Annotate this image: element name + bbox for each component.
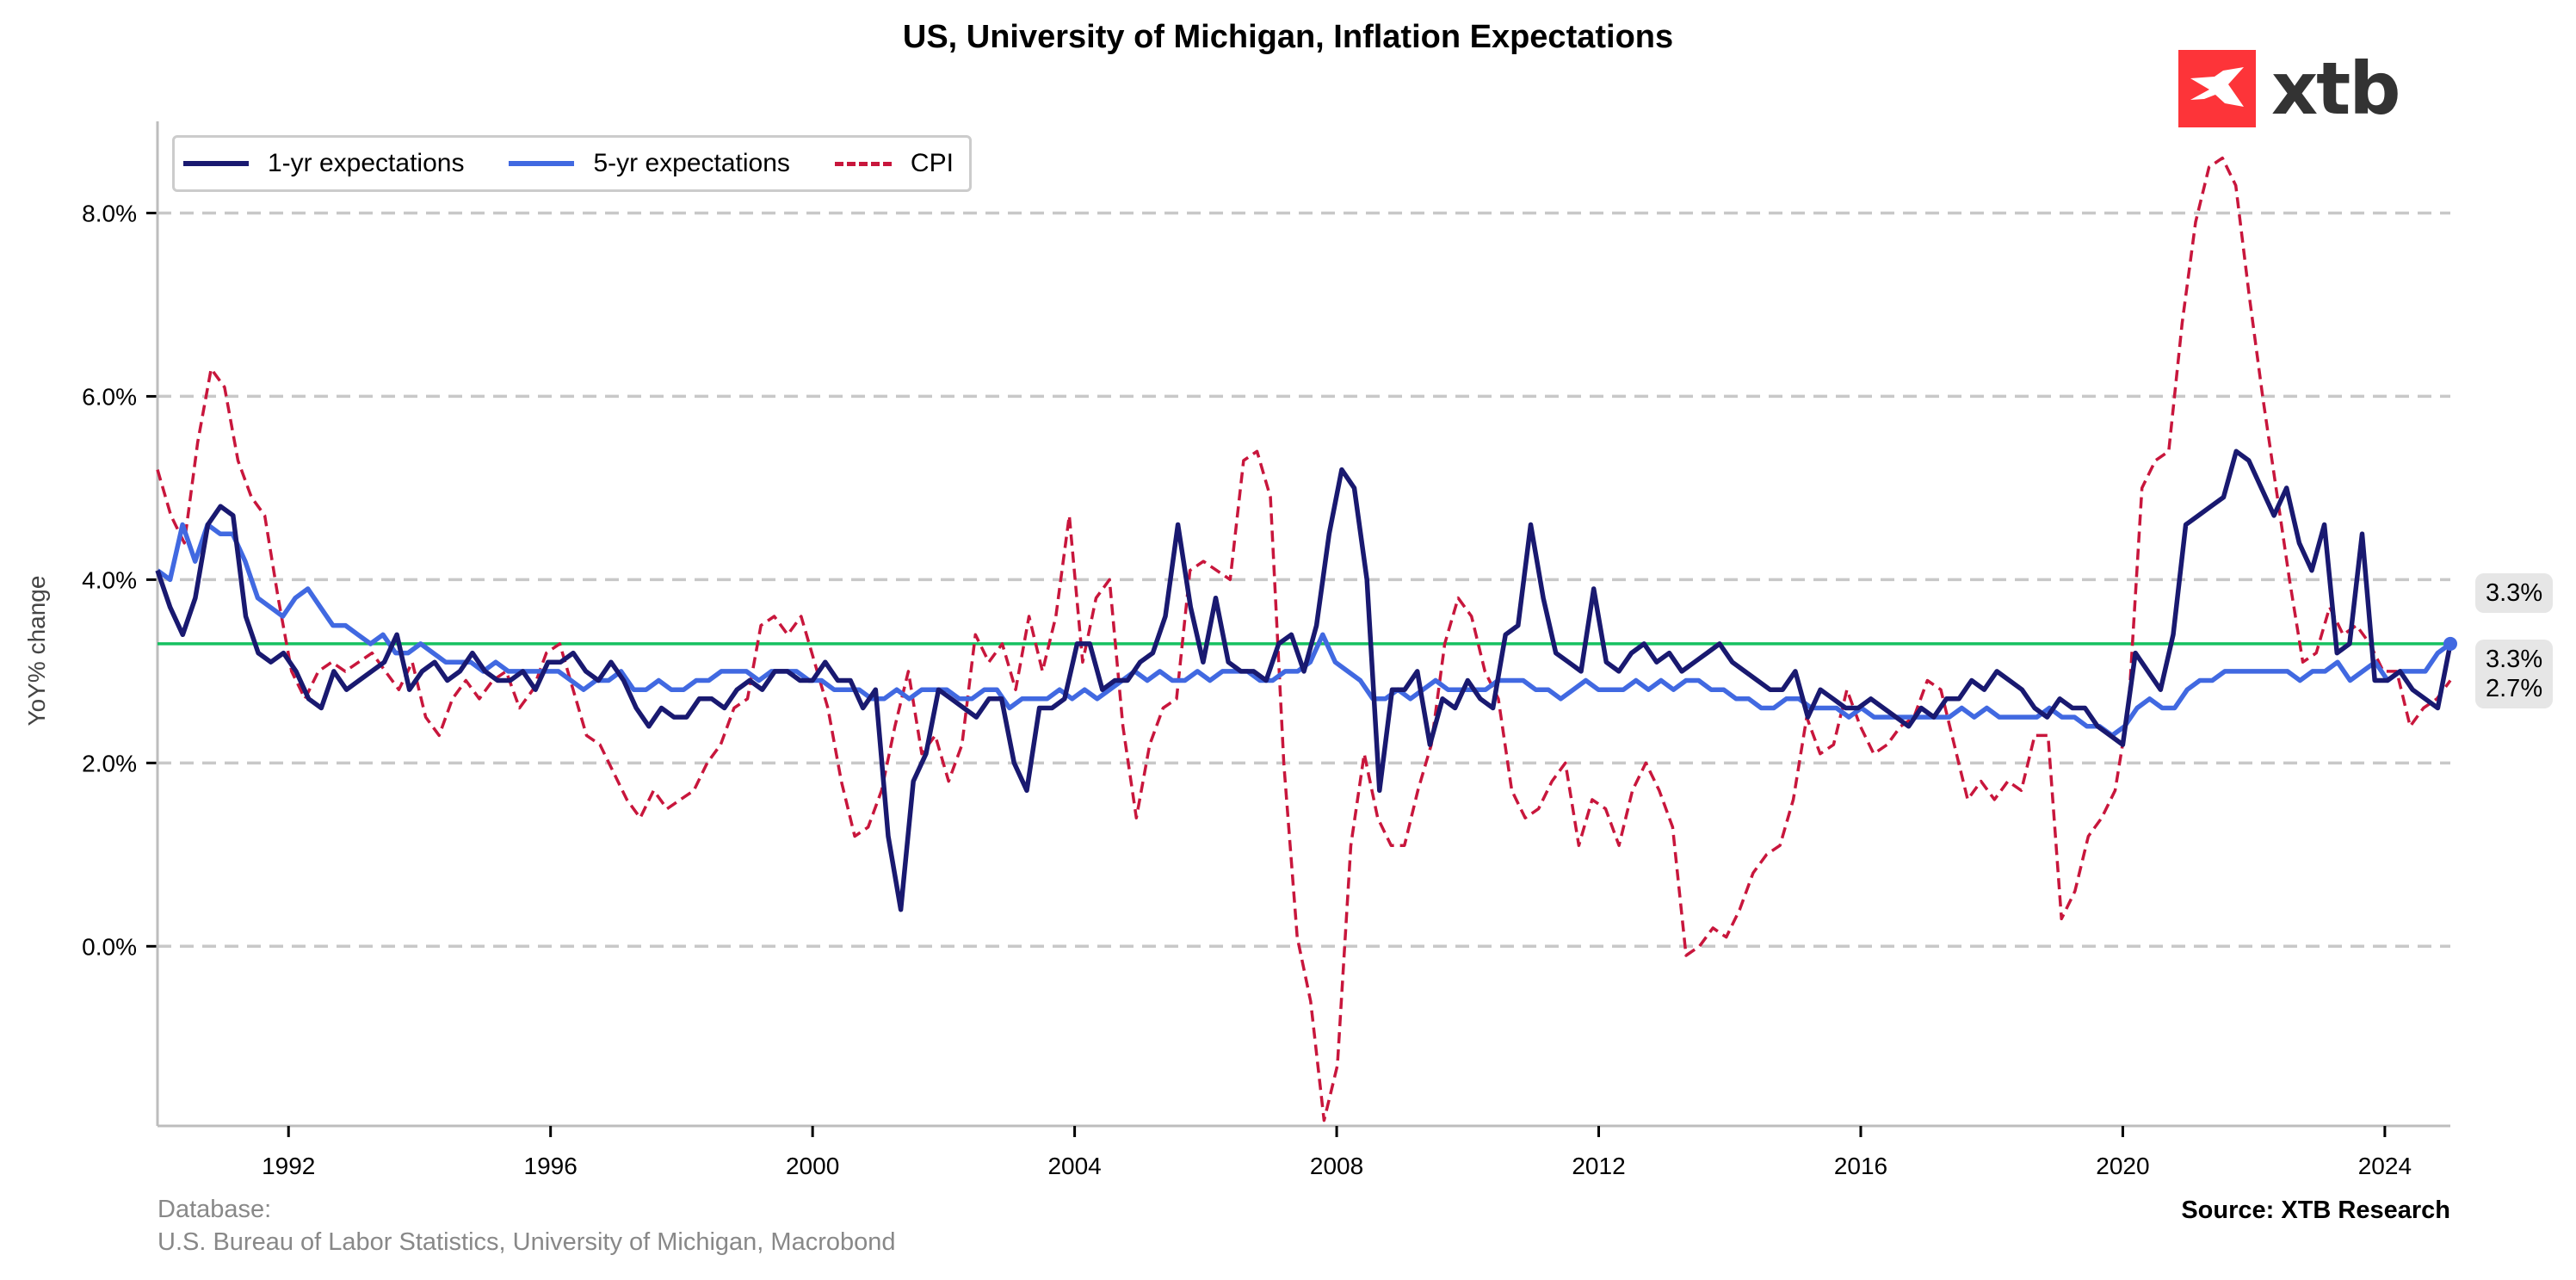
legend-label-5yr: 5-yr expectations [593,149,790,177]
y-tick-label: 6.0% [82,383,137,410]
source-note: Source: XTB Research [2181,1197,2450,1224]
series-line-1-yr-expectations [155,448,2453,912]
series-layer [155,156,2457,1122]
database-label: Database: [158,1196,272,1223]
end-label-5yr: 3.3% [2475,640,2554,676]
x-tick-label: 2008 [1310,1153,1363,1179]
legend-label-1yr: 1-yr expectations [268,149,465,177]
y-tick-label: 0.0% [82,933,137,960]
x-tick-label: 1992 [262,1153,315,1179]
end-label-1yr: 3.3% [2475,573,2554,613]
legend-swatch-cpi [834,161,892,166]
end-point-marker [2443,636,2457,651]
axes [146,121,2450,1137]
series-line-cpi [156,156,2452,1122]
end-label-cpi: 2.7% [2475,672,2554,708]
legend-item-1yr: 1-yr expectations [183,149,464,178]
x-tick-label: 2000 [786,1153,839,1179]
x-tick-label: 1996 [524,1153,578,1179]
y-tick-label: 4.0% [82,566,137,593]
y-axis-label: YoY% change [23,576,50,727]
xtb-logo: xtb [2178,46,2400,131]
series-line-5-yr-expectations [156,522,2452,739]
legend-swatch-5yr [509,161,575,166]
database-note: Database: U.S. Bureau of Labor Statistic… [158,1193,896,1258]
x-tick-label: 2004 [1047,1153,1101,1179]
legend-item-5yr: 5-yr expectations [509,149,790,178]
legend-label-cpi: CPI [910,149,954,177]
y-tick-label: 8.0% [82,200,137,226]
legend-swatch-1yr [183,161,249,166]
x-tick-label: 2020 [2096,1153,2149,1179]
x-tick-label: 2024 [2358,1153,2412,1179]
legend-item-cpi: CPI [834,149,954,178]
tick-labels: 0.0% 2.0% 4.0% 6.0% 8.0% 1992 1996 2000 2004 2008… [82,200,2412,1179]
grid-lines [158,211,2450,949]
xtb-logo-text: xtb [2271,46,2400,131]
database-sources: U.S. Bureau of Labor Statistics, Univers… [158,1228,896,1256]
xtb-logo-icon [2178,50,2256,127]
legend: 1-yr expectations 5-yr expectations CPI [172,135,972,192]
chart-title: US, University of Michigan, Inflation Ex… [902,19,1674,55]
y-tick-label: 2.0% [82,750,137,776]
x-tick-label: 2016 [1834,1153,1887,1179]
x-tick-label: 2012 [1572,1153,1625,1179]
